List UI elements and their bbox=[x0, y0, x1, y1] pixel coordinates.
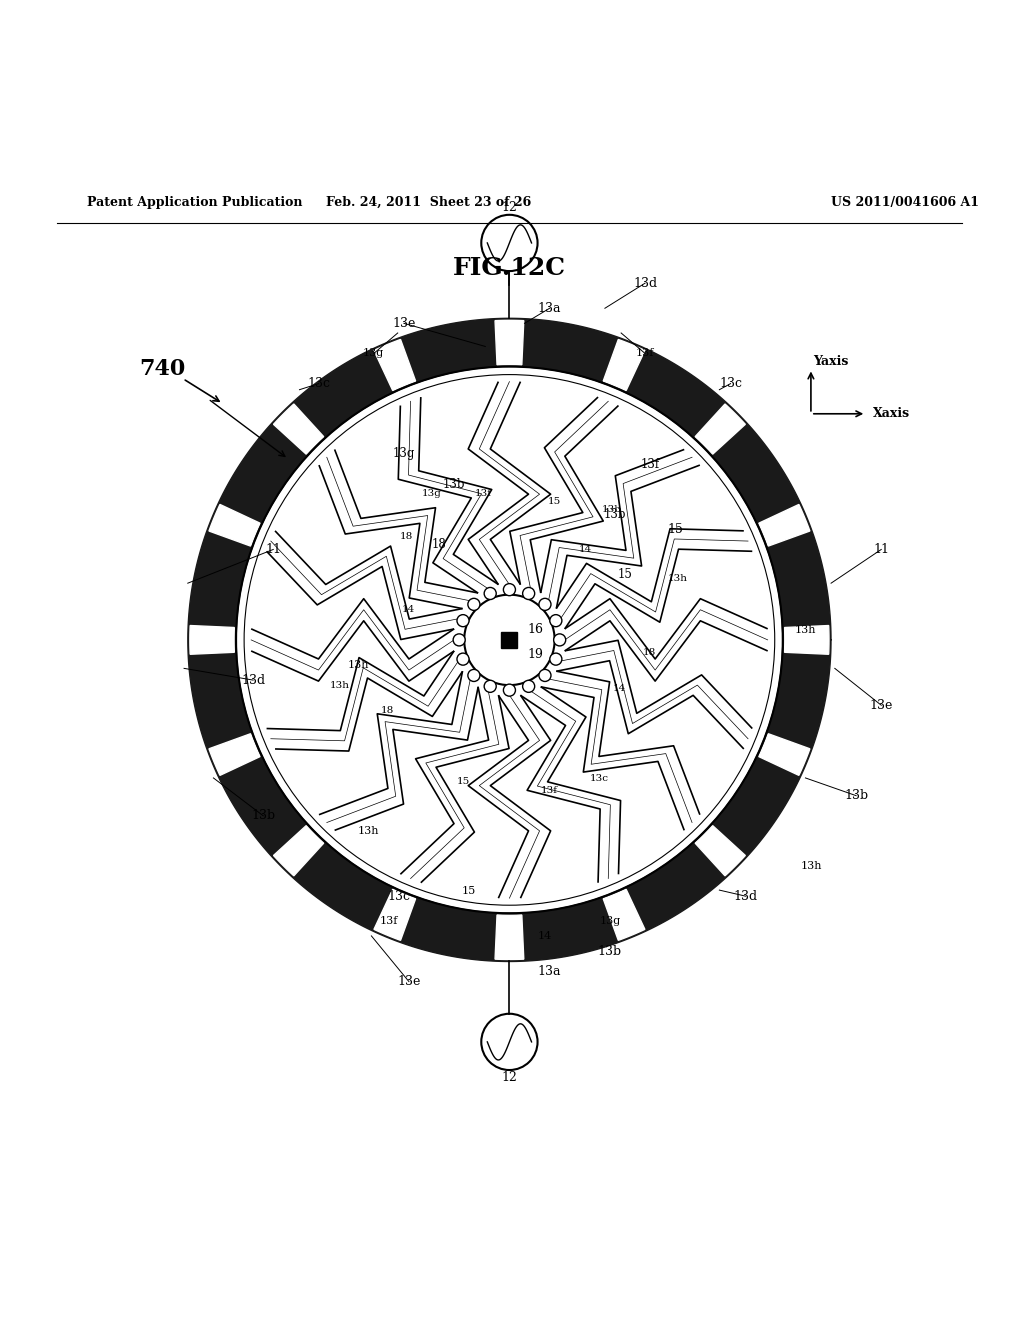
Polygon shape bbox=[759, 734, 810, 775]
Polygon shape bbox=[209, 734, 260, 775]
Text: 13c: 13c bbox=[307, 378, 330, 391]
Text: 13f: 13f bbox=[475, 488, 493, 498]
Polygon shape bbox=[603, 339, 645, 391]
Circle shape bbox=[484, 587, 497, 599]
Polygon shape bbox=[273, 825, 324, 875]
Text: 15: 15 bbox=[462, 886, 476, 896]
Text: 13h: 13h bbox=[800, 861, 821, 871]
Circle shape bbox=[457, 615, 469, 627]
Text: 13g: 13g bbox=[364, 348, 384, 359]
Text: 13c: 13c bbox=[719, 378, 742, 391]
Text: 13f: 13f bbox=[380, 916, 398, 927]
Text: 13b: 13b bbox=[443, 478, 465, 491]
Text: 13c: 13c bbox=[590, 775, 609, 784]
Polygon shape bbox=[189, 626, 234, 655]
Text: 12: 12 bbox=[502, 201, 517, 214]
Circle shape bbox=[550, 653, 562, 665]
Polygon shape bbox=[695, 825, 745, 875]
Text: 13d: 13d bbox=[633, 277, 657, 289]
Polygon shape bbox=[603, 890, 645, 940]
Text: 13e: 13e bbox=[392, 317, 416, 330]
Text: 13h: 13h bbox=[358, 826, 380, 836]
Polygon shape bbox=[209, 504, 260, 546]
Text: 13f: 13f bbox=[542, 785, 558, 795]
Text: 12: 12 bbox=[502, 1071, 517, 1084]
Text: 13c: 13c bbox=[387, 890, 411, 903]
Text: 13h: 13h bbox=[668, 574, 687, 583]
Circle shape bbox=[522, 680, 535, 693]
Circle shape bbox=[539, 669, 551, 681]
Text: FIG.12C: FIG.12C bbox=[453, 256, 566, 280]
Polygon shape bbox=[495, 915, 524, 960]
Circle shape bbox=[468, 669, 480, 681]
Text: 13b: 13b bbox=[601, 504, 622, 513]
Circle shape bbox=[457, 653, 469, 665]
Text: 11: 11 bbox=[873, 543, 889, 556]
Text: 13e: 13e bbox=[397, 975, 421, 989]
Polygon shape bbox=[374, 339, 416, 391]
Circle shape bbox=[504, 684, 515, 696]
Text: 15: 15 bbox=[457, 777, 470, 785]
Text: Feb. 24, 2011  Sheet 23 of 26: Feb. 24, 2011 Sheet 23 of 26 bbox=[327, 197, 531, 210]
Text: 14: 14 bbox=[401, 605, 415, 614]
Text: 13a: 13a bbox=[538, 965, 561, 978]
Text: 15: 15 bbox=[617, 568, 633, 581]
Polygon shape bbox=[187, 318, 831, 961]
Circle shape bbox=[504, 583, 515, 595]
Text: 13e: 13e bbox=[869, 698, 893, 711]
Text: 18: 18 bbox=[399, 532, 413, 541]
Text: 13f: 13f bbox=[636, 348, 654, 359]
Text: 16: 16 bbox=[527, 623, 544, 636]
Text: 18: 18 bbox=[381, 706, 394, 714]
Circle shape bbox=[539, 598, 551, 610]
Polygon shape bbox=[495, 321, 524, 364]
Text: 13d: 13d bbox=[241, 673, 265, 686]
Circle shape bbox=[484, 680, 497, 693]
Circle shape bbox=[454, 634, 465, 645]
Text: 13d: 13d bbox=[733, 890, 758, 903]
Polygon shape bbox=[759, 504, 810, 546]
Polygon shape bbox=[273, 404, 324, 454]
Text: 14: 14 bbox=[538, 932, 552, 941]
Polygon shape bbox=[695, 404, 745, 454]
Text: 13g: 13g bbox=[599, 916, 621, 927]
Text: US 2011/0041606 A1: US 2011/0041606 A1 bbox=[831, 197, 979, 210]
Polygon shape bbox=[374, 890, 416, 940]
Text: Yaxis: Yaxis bbox=[813, 355, 848, 368]
Text: 13b: 13b bbox=[251, 809, 275, 822]
Polygon shape bbox=[784, 626, 829, 655]
Text: 13g: 13g bbox=[422, 488, 441, 498]
Circle shape bbox=[554, 634, 565, 645]
Text: Patent Application Publication: Patent Application Publication bbox=[87, 197, 303, 210]
Circle shape bbox=[468, 598, 480, 610]
Text: 13g: 13g bbox=[393, 447, 415, 461]
Text: 13a: 13a bbox=[538, 302, 561, 314]
Text: 13h: 13h bbox=[330, 681, 349, 690]
Text: 15: 15 bbox=[548, 496, 561, 506]
Text: Xaxis: Xaxis bbox=[873, 408, 910, 420]
Circle shape bbox=[550, 615, 562, 627]
Circle shape bbox=[464, 595, 555, 685]
Text: 18: 18 bbox=[432, 539, 446, 550]
Text: 11: 11 bbox=[265, 543, 282, 556]
Text: 13h: 13h bbox=[796, 624, 816, 635]
Text: 15: 15 bbox=[668, 523, 683, 536]
Circle shape bbox=[522, 587, 535, 599]
Text: 740: 740 bbox=[139, 358, 185, 380]
Text: 13h: 13h bbox=[348, 660, 370, 671]
Text: 14: 14 bbox=[579, 545, 592, 553]
Text: 13f: 13f bbox=[641, 458, 659, 470]
Text: 19: 19 bbox=[527, 648, 544, 661]
Text: 14: 14 bbox=[613, 685, 627, 693]
Text: 13b: 13b bbox=[844, 789, 868, 803]
Text: 13b: 13b bbox=[598, 945, 622, 958]
Text: 13b: 13b bbox=[604, 508, 627, 521]
FancyBboxPatch shape bbox=[502, 632, 517, 648]
Text: 18: 18 bbox=[643, 648, 656, 656]
